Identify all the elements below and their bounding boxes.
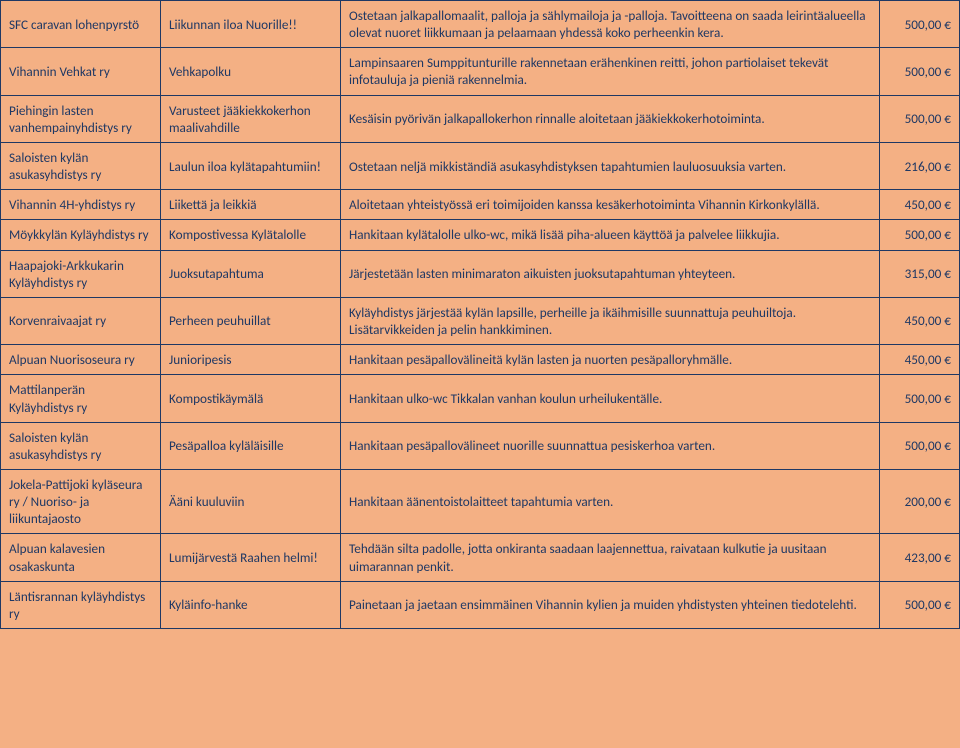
org-cell: Vihannin Vehkat ry — [1, 48, 161, 95]
amount-cell: 315,00 € — [880, 250, 960, 297]
description-cell: Kyläyhdistys järjestää kylän lapsille, p… — [341, 297, 880, 344]
grants-table: SFC caravan lohenpyrstöLiikunnan iloa Nu… — [0, 0, 960, 629]
org-cell: Möykkylän Kyläyhdistys ry — [1, 220, 161, 250]
table-row: Alpuan kalavesien osakaskuntaLumijärvest… — [1, 534, 960, 581]
description-cell: Lampinsaaren Sumppitunturille rakennetaa… — [341, 48, 880, 95]
project-cell: Laulun iloa kylätapahtumiin! — [161, 142, 341, 189]
description-cell: Kesäisin pyörivän jalkapallokerhon rinna… — [341, 95, 880, 142]
project-cell: Kompostikäymälä — [161, 375, 341, 422]
description-cell: Ostetaan jalkapallomaalit, palloja ja sä… — [341, 1, 880, 48]
org-cell: Alpuan kalavesien osakaskunta — [1, 534, 161, 581]
org-cell: Piehingin lasten vanhempainyhdistys ry — [1, 95, 161, 142]
grants-table-body: SFC caravan lohenpyrstöLiikunnan iloa Nu… — [1, 1, 960, 629]
description-cell: Hankitaan ulko-wc Tikkalan vanhan koulun… — [341, 375, 880, 422]
org-cell: Jokela-Pattijoki kyläseura ry / Nuoriso-… — [1, 469, 161, 533]
org-cell: Läntisrannan kyläyhdistys ry — [1, 581, 161, 628]
amount-cell: 500,00 € — [880, 581, 960, 628]
table-row: Vihannin Vehkat ryVehkapolkuLampinsaaren… — [1, 48, 960, 95]
amount-cell: 450,00 € — [880, 297, 960, 344]
amount-cell: 500,00 € — [880, 95, 960, 142]
description-cell: Hankitaan kylätalolle ulko-wc, mikä lisä… — [341, 220, 880, 250]
org-cell: Alpuan Nuorisoseura ry — [1, 345, 161, 375]
table-row: Läntisrannan kyläyhdistys ryKyläinfo-han… — [1, 581, 960, 628]
project-cell: Liikettä ja leikkiä — [161, 190, 341, 220]
description-cell: Aloitetaan yhteistyössä eri toimijoiden … — [341, 190, 880, 220]
description-cell: Painetaan ja jaetaan ensimmäinen Vihanni… — [341, 581, 880, 628]
description-cell: Hankitaan pesäpallovälineitä kylän laste… — [341, 345, 880, 375]
table-row: Saloisten kylän asukasyhdistys ryLaulun … — [1, 142, 960, 189]
table-row: Mattilanperän Kyläyhdistys ryKompostikäy… — [1, 375, 960, 422]
description-cell: Hankitaan äänentoistolaitteet tapahtumia… — [341, 469, 880, 533]
project-cell: Lumijärvestä Raahen helmi! — [161, 534, 341, 581]
table-row: Vihannin 4H-yhdistys ryLiikettä ja leikk… — [1, 190, 960, 220]
project-cell: Juoksutapahtuma — [161, 250, 341, 297]
description-cell: Hankitaan pesäpallovälineet nuorille suu… — [341, 422, 880, 469]
table-row: Jokela-Pattijoki kyläseura ry / Nuoriso-… — [1, 469, 960, 533]
table-row: Piehingin lasten vanhempainyhdistys ryVa… — [1, 95, 960, 142]
amount-cell: 216,00 € — [880, 142, 960, 189]
amount-cell: 500,00 € — [880, 220, 960, 250]
project-cell: Pesäpalloa kyläläisille — [161, 422, 341, 469]
table-row: Korvenraivaajat ryPerheen peuhuillatKylä… — [1, 297, 960, 344]
amount-cell: 450,00 € — [880, 190, 960, 220]
org-cell: SFC caravan lohenpyrstö — [1, 1, 161, 48]
org-cell: Saloisten kylän asukasyhdistys ry — [1, 142, 161, 189]
org-cell: Korvenraivaajat ry — [1, 297, 161, 344]
project-cell: Kompostivessa Kylätalolle — [161, 220, 341, 250]
project-cell: Kyläinfo-hanke — [161, 581, 341, 628]
amount-cell: 200,00 € — [880, 469, 960, 533]
project-cell: Liikunnan iloa Nuorille!! — [161, 1, 341, 48]
amount-cell: 423,00 € — [880, 534, 960, 581]
amount-cell: 450,00 € — [880, 345, 960, 375]
project-cell: Varusteet jääkiekkokerhon maalivahdille — [161, 95, 341, 142]
org-cell: Mattilanperän Kyläyhdistys ry — [1, 375, 161, 422]
description-cell: Tehdään silta padolle, jotta onkiranta s… — [341, 534, 880, 581]
project-cell: Ääni kuuluviin — [161, 469, 341, 533]
table-row: Haapajoki-Arkkukarin Kyläyhdistys ryJuok… — [1, 250, 960, 297]
description-cell: Järjestetään lasten minimaraton aikuiste… — [341, 250, 880, 297]
amount-cell: 500,00 € — [880, 422, 960, 469]
table-row: Saloisten kylän asukasyhdistys ryPesäpal… — [1, 422, 960, 469]
table-row: Alpuan Nuorisoseura ryJunioripesisHankit… — [1, 345, 960, 375]
table-row: Möykkylän Kyläyhdistys ryKompostivessa K… — [1, 220, 960, 250]
amount-cell: 500,00 € — [880, 1, 960, 48]
table-row: SFC caravan lohenpyrstöLiikunnan iloa Nu… — [1, 1, 960, 48]
org-cell: Saloisten kylän asukasyhdistys ry — [1, 422, 161, 469]
project-cell: Junioripesis — [161, 345, 341, 375]
amount-cell: 500,00 € — [880, 375, 960, 422]
amount-cell: 500,00 € — [880, 48, 960, 95]
org-cell: Vihannin 4H-yhdistys ry — [1, 190, 161, 220]
project-cell: Perheen peuhuillat — [161, 297, 341, 344]
description-cell: Ostetaan neljä mikkiständiä asukasyhdist… — [341, 142, 880, 189]
project-cell: Vehkapolku — [161, 48, 341, 95]
org-cell: Haapajoki-Arkkukarin Kyläyhdistys ry — [1, 250, 161, 297]
